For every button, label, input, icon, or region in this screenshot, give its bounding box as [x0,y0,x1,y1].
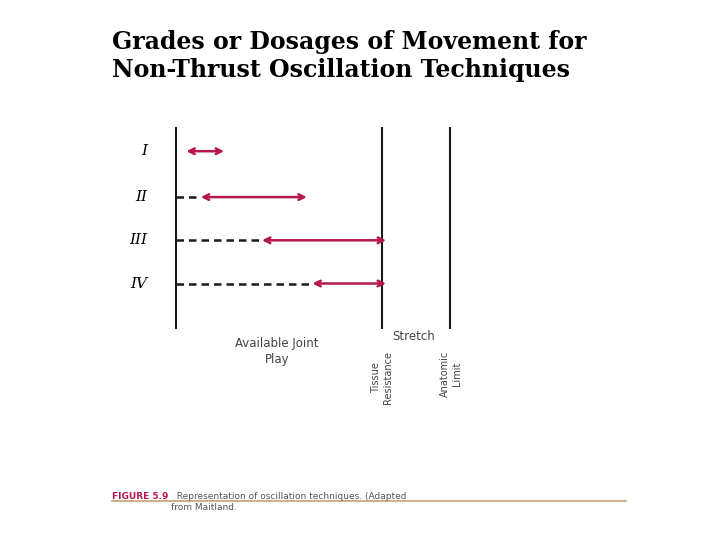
Text: Available Joint
Play: Available Joint Play [235,338,319,366]
Text: FIGURE 5.9: FIGURE 5.9 [112,492,168,502]
Text: II: II [135,190,148,204]
Text: Grades or Dosages of Movement for
Non-Thrust Oscillation Techniques: Grades or Dosages of Movement for Non-Th… [112,30,586,82]
Text: IV: IV [130,276,148,291]
Text: III: III [130,233,148,247]
Text: Stretch: Stretch [392,330,436,343]
Text: Tissue
Resistance: Tissue Resistance [372,351,393,404]
Text: Anatomic
Limit: Anatomic Limit [440,351,462,397]
Text: Representation of oscillation techniques. (Adapted
from Maitland.: Representation of oscillation techniques… [171,492,407,512]
Text: I: I [142,144,148,158]
